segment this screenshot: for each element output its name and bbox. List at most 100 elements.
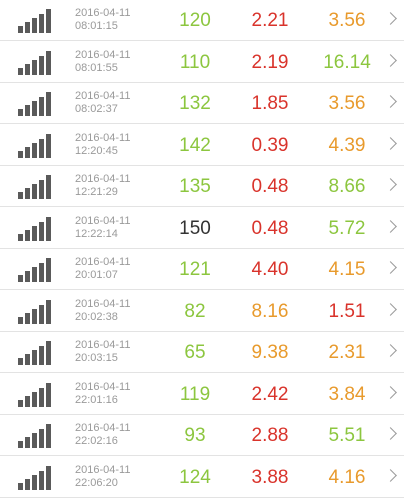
time-label: 12:22:14 [75, 227, 118, 240]
signal-bars-icon [18, 133, 52, 158]
signal-bars-icon [18, 382, 52, 407]
chevron-right-icon[interactable] [384, 53, 397, 67]
timestamp: 2016-04-11 08:02:37 [75, 90, 130, 116]
chevron-right-icon[interactable] [384, 385, 397, 399]
time-label: 20:03:15 [75, 352, 118, 364]
date-label: 2016-04-11 [75, 339, 131, 351]
timestamp: 2016-04-11 20:01:07 [75, 256, 130, 282]
time-label: 08:02:37 [75, 103, 118, 115]
value-1: 150 [179, 217, 211, 239]
time-label: 20:02:38 [75, 310, 118, 323]
date-label: 2016-04-11 [75, 297, 131, 310]
timestamp: 2016-04-11 22:06:20 [75, 464, 130, 490]
chevron-right-icon[interactable] [384, 302, 397, 316]
value-2: 4.40 [251, 259, 289, 280]
signal-bars-icon [18, 50, 52, 75]
signal-bars-icon [18, 341, 52, 365]
value-2: 8.16 [251, 300, 289, 322]
time-label: 20:01:07 [75, 269, 118, 281]
value-2: 3.88 [251, 466, 289, 488]
time-label: 08:01:15 [75, 20, 118, 32]
time-label: 12:21:29 [75, 186, 118, 198]
signal-bars-icon [18, 258, 52, 282]
date-label: 2016-04-11 [75, 173, 131, 185]
date-label: 2016-04-11 [75, 463, 131, 476]
chevron-right-icon[interactable] [384, 12, 397, 25]
value-3: 8.66 [328, 176, 366, 197]
value-1: 124 [179, 466, 211, 488]
timestamp: 2016-04-11 12:22:14 [75, 215, 130, 241]
chevron-right-icon[interactable] [384, 178, 397, 191]
timestamp: 2016-04-11 08:01:15 [75, 7, 130, 33]
value-1: 142 [179, 134, 211, 156]
list-item[interactable]: 2016-04-11 08:01:55 110 2.19 16.14 [0, 42, 404, 83]
chevron-right-icon[interactable] [384, 219, 397, 233]
value-1: 120 [179, 10, 211, 31]
value-3: 3.56 [328, 10, 366, 31]
value-2: 2.88 [251, 425, 289, 446]
value-2: 2.21 [251, 10, 289, 31]
list-item[interactable]: 2016-04-11 20:02:38 82 8.16 1.51 [0, 291, 404, 332]
timestamp: 2016-04-11 20:02:38 [75, 298, 130, 324]
timestamp: 2016-04-11 08:01:55 [75, 49, 130, 75]
date-label: 2016-04-11 [75, 7, 131, 19]
value-3: 4.16 [328, 466, 366, 488]
timestamp: 2016-04-11 20:03:15 [75, 339, 130, 365]
signal-bars-icon [18, 465, 52, 490]
list-item[interactable]: 2016-04-11 20:03:15 65 9.38 2.31 [0, 332, 404, 373]
value-1: 119 [179, 383, 211, 405]
chevron-right-icon[interactable] [384, 261, 397, 274]
time-label: 12:20:45 [75, 144, 118, 157]
chevron-right-icon[interactable] [384, 427, 397, 440]
date-label: 2016-04-11 [75, 380, 131, 393]
date-label: 2016-04-11 [75, 422, 131, 434]
list-item[interactable]: 2016-04-11 08:02:37 132 1.85 3.56 [0, 83, 404, 124]
list-item[interactable]: 2016-04-11 22:01:16 119 2.42 3.84 [0, 374, 404, 415]
signal-bars-icon [18, 175, 52, 199]
signal-bars-icon [18, 299, 52, 324]
date-label: 2016-04-11 [75, 48, 131, 61]
value-2: 0.48 [251, 176, 289, 197]
time-label: 22:02:16 [75, 435, 118, 447]
chevron-right-icon[interactable] [384, 344, 397, 357]
chevron-right-icon[interactable] [384, 136, 397, 150]
chevron-right-icon[interactable] [384, 95, 397, 108]
value-1: 93 [184, 425, 206, 446]
timestamp: 2016-04-11 22:01:16 [75, 381, 130, 407]
value-3: 16.14 [323, 51, 371, 73]
value-3: 5.51 [328, 425, 366, 446]
value-3: 4.15 [328, 259, 366, 280]
timestamp: 2016-04-11 12:21:29 [75, 173, 130, 199]
list-item[interactable]: 2016-04-11 20:01:07 121 4.40 4.15 [0, 249, 404, 290]
value-3: 4.39 [328, 134, 366, 156]
time-label: 08:01:55 [75, 61, 118, 74]
timestamp: 2016-04-11 12:20:45 [75, 132, 130, 158]
time-label: 22:01:16 [75, 393, 118, 406]
value-1: 82 [184, 300, 206, 322]
timestamp: 2016-04-11 22:02:16 [75, 422, 130, 448]
value-1: 65 [184, 342, 206, 363]
list-item[interactable]: 2016-04-11 08:01:15 120 2.21 3.56 [0, 0, 404, 41]
list-item[interactable]: 2016-04-11 12:21:29 135 0.48 8.66 [0, 166, 404, 207]
value-2: 0.39 [251, 134, 289, 156]
value-3: 1.51 [328, 300, 366, 322]
chevron-right-icon[interactable] [384, 468, 397, 482]
list-item[interactable]: 2016-04-11 22:06:20 124 3.88 4.16 [0, 457, 404, 498]
signal-bars-icon [18, 9, 52, 33]
value-1: 135 [179, 176, 211, 197]
list-item[interactable]: 2016-04-11 12:20:45 142 0.39 4.39 [0, 125, 404, 166]
value-3: 2.31 [328, 342, 366, 363]
value-1: 121 [179, 259, 211, 280]
list-item[interactable]: 2016-04-11 12:22:14 150 0.48 5.72 [0, 208, 404, 249]
date-label: 2016-04-11 [75, 256, 131, 268]
value-1: 110 [179, 51, 211, 73]
value-2: 0.48 [251, 217, 289, 239]
signal-bars-icon [18, 92, 52, 116]
value-1: 132 [179, 93, 211, 114]
date-label: 2016-04-11 [75, 131, 131, 144]
list-item[interactable]: 2016-04-11 22:02:16 93 2.88 5.51 [0, 415, 404, 456]
time-label: 22:06:20 [75, 476, 118, 489]
value-2: 2.19 [251, 51, 289, 73]
value-2: 9.38 [251, 342, 289, 363]
